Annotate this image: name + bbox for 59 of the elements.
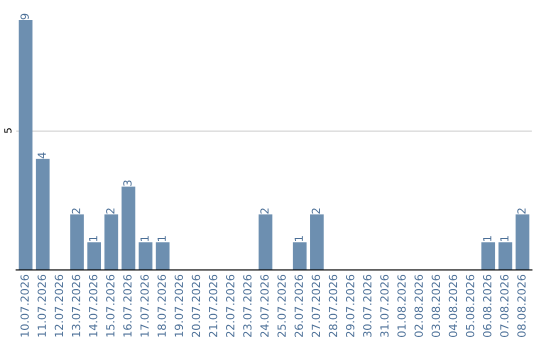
- x-tick-label: 19.07.2026: [174, 274, 184, 337]
- x-tick-label: 06.08.2026: [483, 274, 492, 338]
- bar: [18, 20, 32, 270]
- bar: [516, 214, 530, 270]
- x-tick-label: 31.07.2026: [380, 274, 389, 337]
- bar: [292, 242, 307, 270]
- x-tick-label: 16.07.2026: [123, 274, 132, 337]
- data-label: 2: [106, 208, 114, 214]
- data-label: 1: [500, 236, 508, 241]
- bar: [310, 214, 324, 270]
- x-tick-label: 23.07.2026: [243, 274, 252, 337]
- data-label: 1: [89, 236, 98, 241]
- bar: [258, 214, 272, 270]
- data-label: 3: [123, 180, 132, 186]
- data-label: 1: [294, 236, 303, 241]
- x-tick-label: 29.07.2026: [346, 274, 354, 337]
- x-tick-label: 08.08.2026: [517, 274, 526, 338]
- bar: [498, 242, 512, 270]
- x-tick-label: 26.07.2026: [294, 274, 303, 337]
- x-tick-label: 21.07.2026: [208, 274, 218, 337]
- x-tick-label: 04.08.2026: [448, 274, 458, 338]
- x-tick-label: 17.07.2026: [140, 274, 149, 337]
- x-tick-label: 05.08.2026: [466, 274, 474, 338]
- data-label: 2: [260, 208, 269, 214]
- x-tick-label: 14.07.2026: [88, 274, 98, 337]
- x-tick-label: 22.07.2026: [226, 274, 234, 337]
- bar: [36, 158, 50, 270]
- bar: [70, 214, 84, 270]
- data-label: 1: [158, 236, 166, 241]
- x-tick-label: 15.07.2026: [106, 274, 115, 337]
- x-tick-label: 11.07.2026: [38, 274, 46, 337]
- data-label: 1: [483, 236, 492, 241]
- x-tick-label: 07.08.2026: [500, 274, 509, 338]
- data-label: 2: [312, 208, 320, 214]
- data-label: 4: [38, 152, 46, 158]
- x-tick-label: 30.07.2026: [363, 274, 372, 337]
- data-label: 9: [20, 14, 29, 20]
- x-tick-label: 13.07.2026: [72, 274, 80, 337]
- x-tick-label: 02.08.2026: [414, 274, 423, 338]
- bar: [87, 242, 102, 270]
- bar: [138, 242, 152, 270]
- x-tick-label: 12.07.2026: [54, 274, 64, 337]
- x-tick-label: 28.07.2026: [328, 274, 338, 337]
- bar: [481, 242, 496, 270]
- bar: [104, 214, 118, 270]
- y-tick-label: 5: [4, 128, 12, 133]
- bar: [122, 186, 136, 270]
- x-tick-label: 27.07.2026: [312, 274, 320, 337]
- x-tick-label: 10.07.2026: [20, 274, 29, 337]
- data-label: 1: [140, 236, 149, 241]
- data-label: 2: [72, 208, 80, 214]
- x-tick-label: 24.07.2026: [260, 274, 269, 337]
- x-tick-label: 03.08.2026: [432, 274, 440, 338]
- data-label: 2: [517, 208, 526, 214]
- x-tick-label: 01.08.2026: [397, 274, 406, 338]
- x-tick-label: 25.07.2026: [277, 274, 286, 337]
- x-tick-label: 18.07.2026: [158, 274, 166, 337]
- x-tick-label: 20.07.2026: [192, 274, 200, 337]
- bar: [156, 242, 170, 270]
